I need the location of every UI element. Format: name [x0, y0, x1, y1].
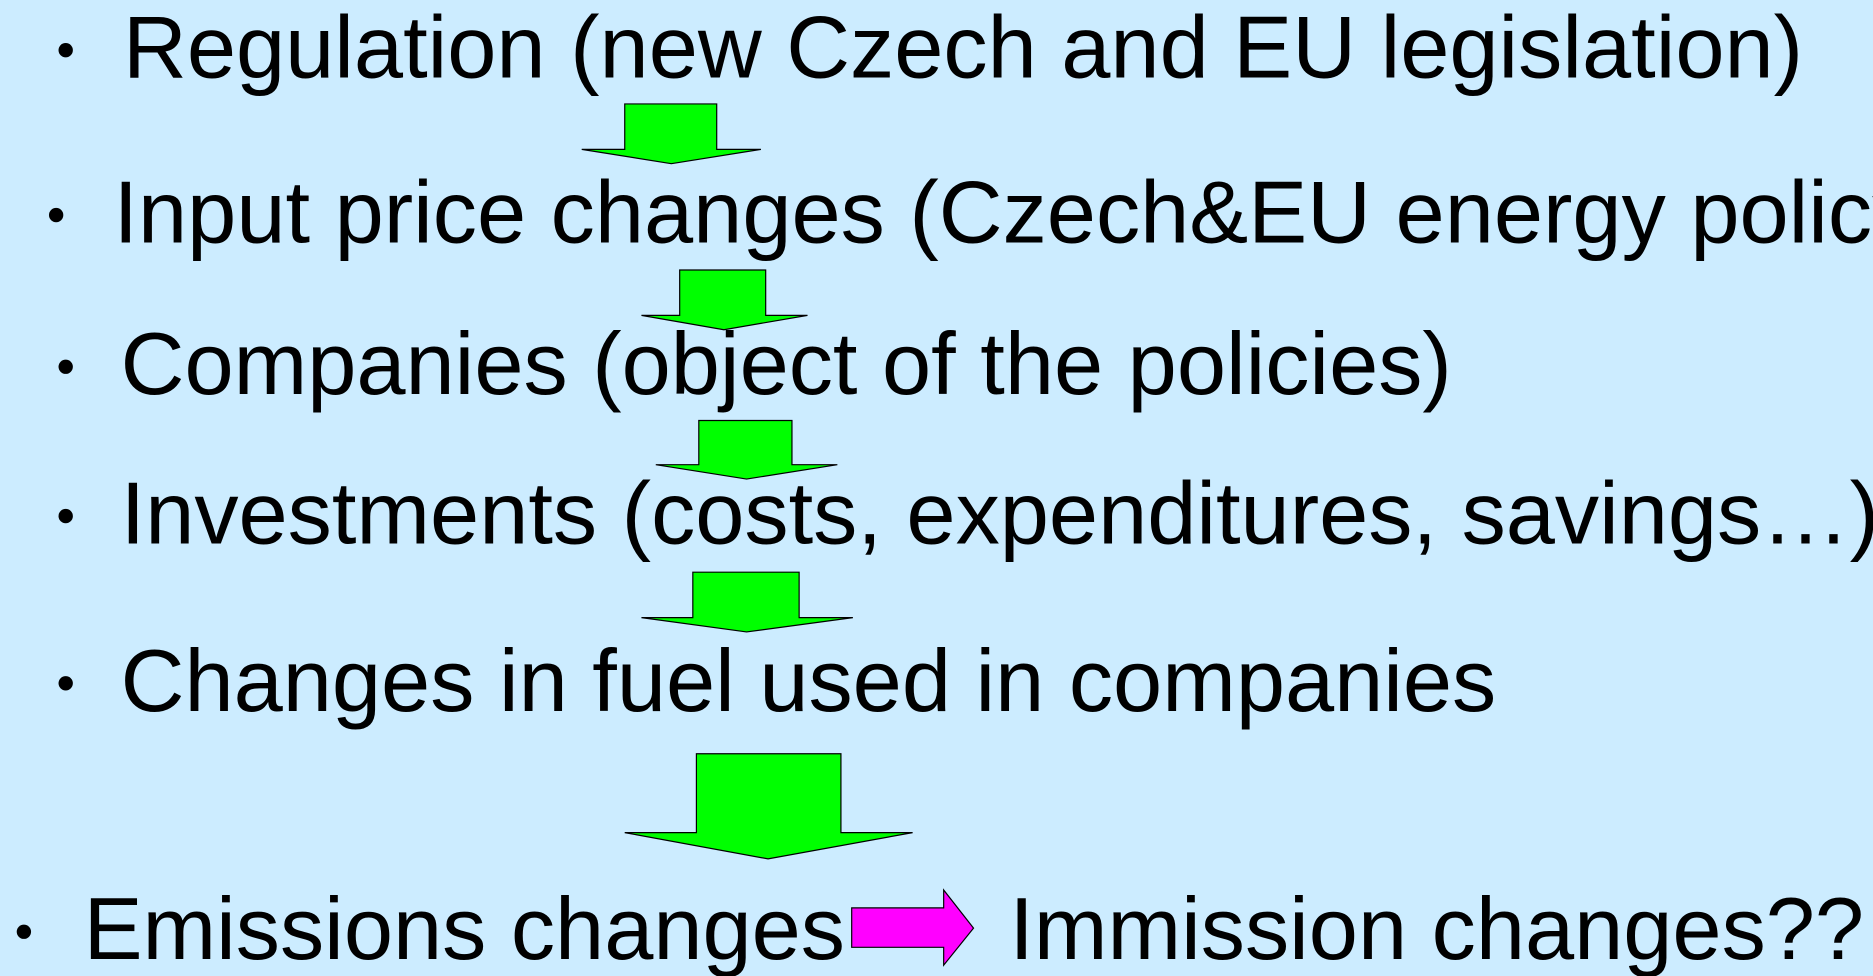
item-text: Input price changes (Czech&EU energy pol…: [113, 163, 1873, 262]
right-arrow: [851, 888, 975, 967]
bullet: [58, 359, 73, 374]
result-text: Immission changes??: [1009, 879, 1864, 976]
item-text: Emissions changes: [84, 879, 845, 976]
bullet: [48, 207, 64, 223]
item-text: Changes in fuel used in companies: [121, 631, 1497, 730]
down-arrow: [624, 753, 913, 860]
down-arrow: [655, 419, 838, 480]
item-text: Companies (object of the policies): [121, 314, 1452, 413]
down-arrow: [641, 269, 808, 331]
item-text: Investments (costs, expenditures, saving…: [121, 464, 1873, 563]
bullet: [58, 508, 73, 524]
bullet: [16, 924, 32, 939]
item-text: Regulation (new Czech and EU legislation…: [123, 0, 1803, 97]
down-arrow: [641, 571, 853, 633]
bullet: [58, 676, 73, 691]
bullet: [58, 43, 73, 58]
down-arrow: [581, 103, 762, 165]
